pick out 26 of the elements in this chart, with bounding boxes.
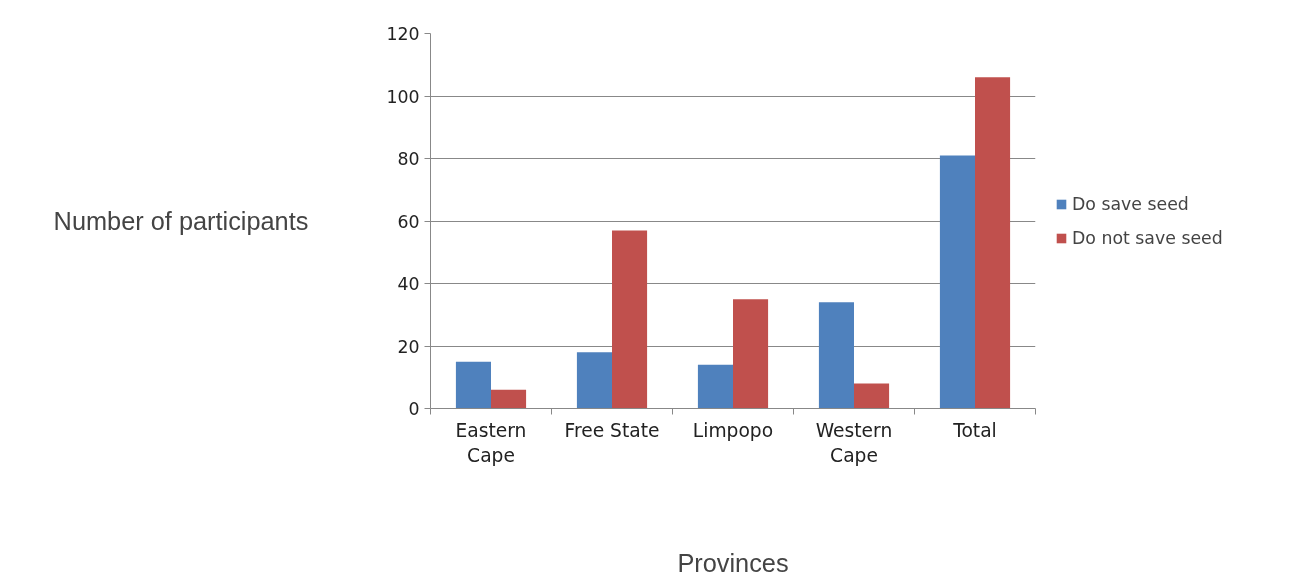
bar xyxy=(854,383,890,409)
y-tick-label: 80 xyxy=(397,149,420,169)
legend-label: Do save seed xyxy=(1072,193,1189,214)
bar xyxy=(576,352,612,409)
bar xyxy=(939,155,975,409)
x-tick-label: Limpopo xyxy=(692,419,774,441)
y-axis-title: Number of participants xyxy=(53,207,309,235)
bar xyxy=(455,361,491,409)
y-tick-label: 120 xyxy=(386,24,420,44)
bar xyxy=(733,299,769,409)
x-tick-label: Eastern Cape xyxy=(455,419,527,466)
y-tick-label: 40 xyxy=(397,274,420,294)
x-axis-title: Provinces xyxy=(677,548,789,577)
x-tick-label: Free State xyxy=(564,419,660,441)
y-tick-label: 20 xyxy=(397,336,420,357)
bar xyxy=(612,230,648,409)
legend-label: Do not save seed xyxy=(1072,227,1223,248)
x-tick-label: Total xyxy=(952,419,997,441)
bar xyxy=(491,389,527,409)
y-tick-label: 0 xyxy=(408,399,420,419)
bar xyxy=(975,77,1011,409)
x-tick-label: Western Cape xyxy=(815,419,893,466)
y-tick-label: 60 xyxy=(397,211,420,232)
bar xyxy=(818,302,854,409)
bar xyxy=(697,364,733,409)
y-tick-label: 100 xyxy=(386,86,420,107)
